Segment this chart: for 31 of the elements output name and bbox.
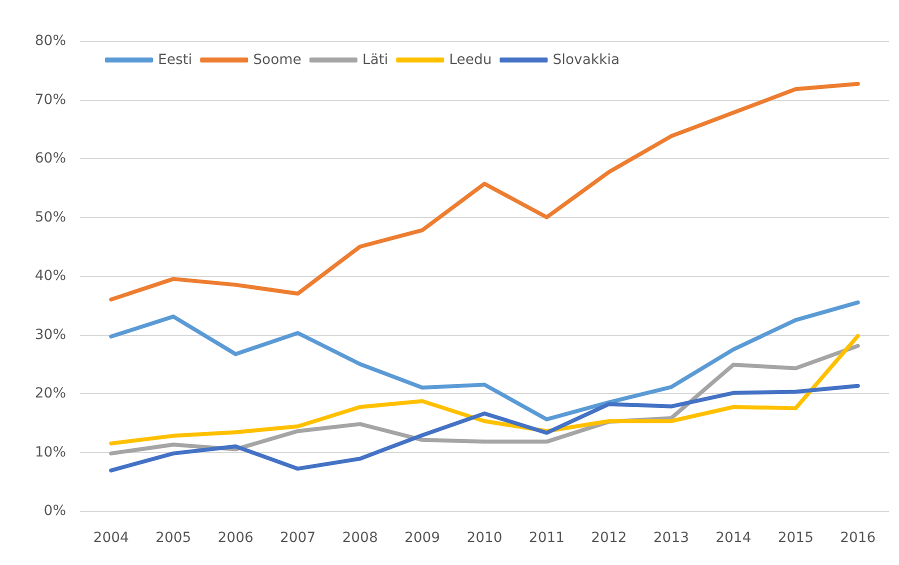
x-tick-label: 2006 [218, 530, 254, 546]
legend-label: Eesti [158, 52, 192, 68]
y-tick-label: 70% [34, 92, 66, 108]
y-tick-label: 10% [34, 444, 66, 460]
x-tick-label: 2004 [93, 530, 130, 546]
y-tick-label: 50% [34, 209, 66, 226]
line-series [109, 82, 860, 302]
x-tick-label: 2005 [156, 530, 192, 546]
y-tick-label: 20% [34, 386, 66, 402]
y-tick-label: 60% [34, 150, 66, 166]
x-tick-label: 2011 [528, 530, 565, 546]
x-tick-label: 2008 [342, 530, 378, 546]
y-tick-label: 30% [34, 326, 66, 343]
x-tick-label: 2012 [591, 530, 627, 546]
legend-label: Slovakkia [552, 52, 620, 68]
y-tick-label: 80% [34, 33, 66, 49]
line-series [109, 334, 860, 446]
x-tick-label: 2015 [778, 530, 814, 546]
line-series [109, 384, 860, 472]
y-tick-label: 40% [34, 268, 66, 284]
x-tick-label: 2014 [716, 530, 752, 546]
line-series [109, 300, 860, 422]
x-tick-label: 2016 [840, 530, 876, 546]
x-tick-label: 2013 [653, 530, 690, 546]
x-tick-label: 2010 [466, 530, 502, 546]
legend-label: Leedu [449, 52, 492, 68]
y-tick-label: 0% [44, 503, 66, 519]
legend-label: Soome [253, 52, 302, 68]
x-tick-label: 2009 [404, 530, 440, 546]
x-tick-label: 2007 [280, 530, 316, 546]
legend-label: Läti [362, 52, 388, 68]
